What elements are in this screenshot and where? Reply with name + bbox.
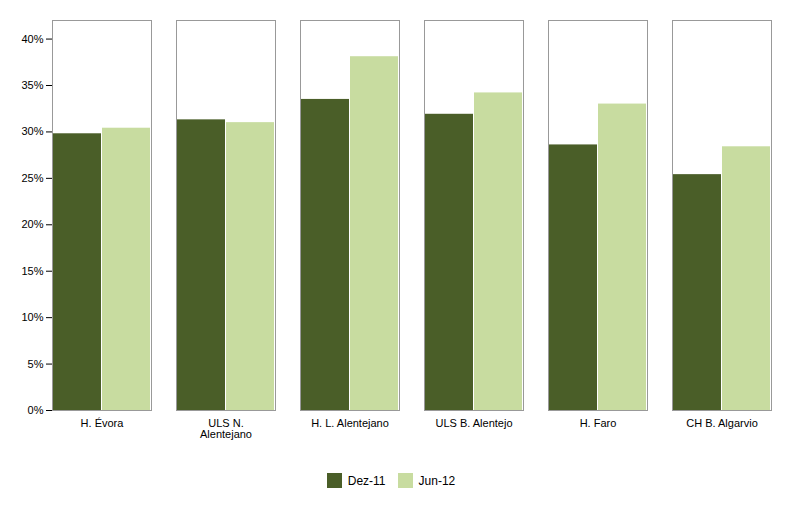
svg-text:15%: 15% [21, 265, 43, 277]
svg-text:CH B. Algarvio: CH B. Algarvio [686, 417, 758, 429]
svg-text:ULS N.Alentejano: ULS N.Alentejano [200, 417, 252, 440]
html-text:Dez-11: Dez-11 [347, 473, 386, 488]
svg-text:25%: 25% [21, 172, 43, 184]
svg-text:H. Faro: H. Faro [580, 417, 617, 429]
svg-text:40%: 40% [21, 33, 43, 45]
svg-text:30%: 30% [21, 125, 43, 137]
svg-text:ULS B. Alentejo: ULS B. Alentejo [435, 417, 512, 429]
svg-text:35%: 35% [21, 79, 43, 91]
svg-text:0%: 0% [28, 404, 44, 416]
svg-text:5%: 5% [28, 358, 44, 370]
svg-text:H. Évora: H. Évora [81, 417, 125, 429]
html-text:Jun-12: Jun-12 [418, 473, 456, 488]
svg-text:20%: 20% [21, 218, 43, 230]
svg-text:H. L. Alentejano: H. L. Alentejano [311, 417, 389, 429]
svg-text:10%: 10% [21, 311, 43, 323]
